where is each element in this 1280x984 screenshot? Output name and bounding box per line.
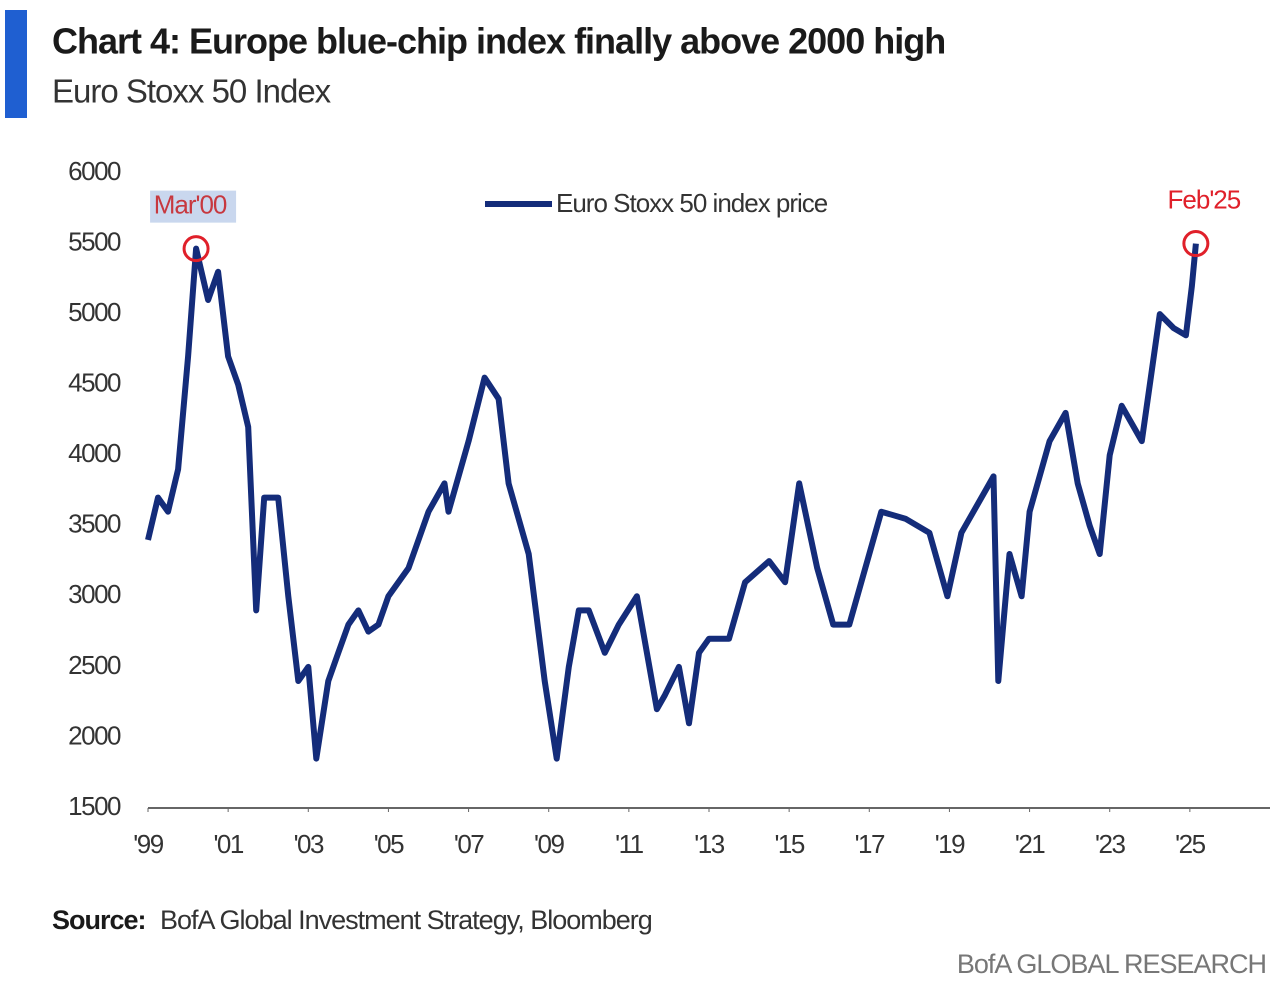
y-tick-label: 3500 [68, 509, 121, 539]
annotation-circle [1182, 230, 1210, 258]
title-accent [5, 10, 27, 118]
y-tick-label: 2500 [68, 650, 121, 680]
annotation-circle [182, 235, 210, 263]
annotation-highlight [150, 190, 237, 223]
x-tick-label: '19 [935, 829, 965, 859]
x-tick-label: '11 [615, 829, 643, 859]
x-tick-label: '17 [855, 829, 885, 859]
series-line [145, 243, 1199, 762]
y-tick-label: 4500 [68, 368, 121, 398]
annotation-label: Mar'00 [154, 190, 227, 220]
y-tick-label: 4000 [68, 438, 121, 468]
annotation-label: Feb'25 [1168, 184, 1241, 214]
y-tick-label: 5500 [68, 226, 121, 256]
y-tick-label: 2000 [68, 720, 121, 750]
y-tick-label: 6000 [68, 156, 121, 186]
y-tick-label: 3000 [68, 579, 121, 609]
x-tick-label: '13 [694, 829, 724, 859]
x-tick-label: '05 [374, 829, 404, 859]
source-text: BofA Global Investment Strategy, Bloombe… [160, 905, 652, 935]
x-tick-label: '07 [454, 829, 484, 859]
brand: BofA GLOBAL RESEARCH [957, 949, 1266, 979]
x-tick-label: '99 [133, 829, 163, 859]
x-tick-label: '01 [213, 829, 243, 859]
y-tick-label: 5000 [68, 297, 121, 327]
x-tick-label: '15 [774, 829, 804, 859]
source-label: Source: [52, 905, 146, 935]
x-tick-label: '23 [1095, 829, 1125, 859]
legend-label: Euro Stoxx 50 index price [556, 188, 828, 218]
x-tick-label: '09 [534, 829, 564, 859]
chart-subtitle: Euro Stoxx 50 Index [52, 73, 332, 110]
x-tick-label: '25 [1175, 829, 1205, 859]
y-tick-label: 1500 [68, 791, 121, 821]
x-tick-label: '21 [1015, 829, 1045, 859]
chart-title: Chart 4: Europe blue-chip index finally … [52, 21, 945, 62]
x-tick-label: '03 [294, 829, 324, 859]
